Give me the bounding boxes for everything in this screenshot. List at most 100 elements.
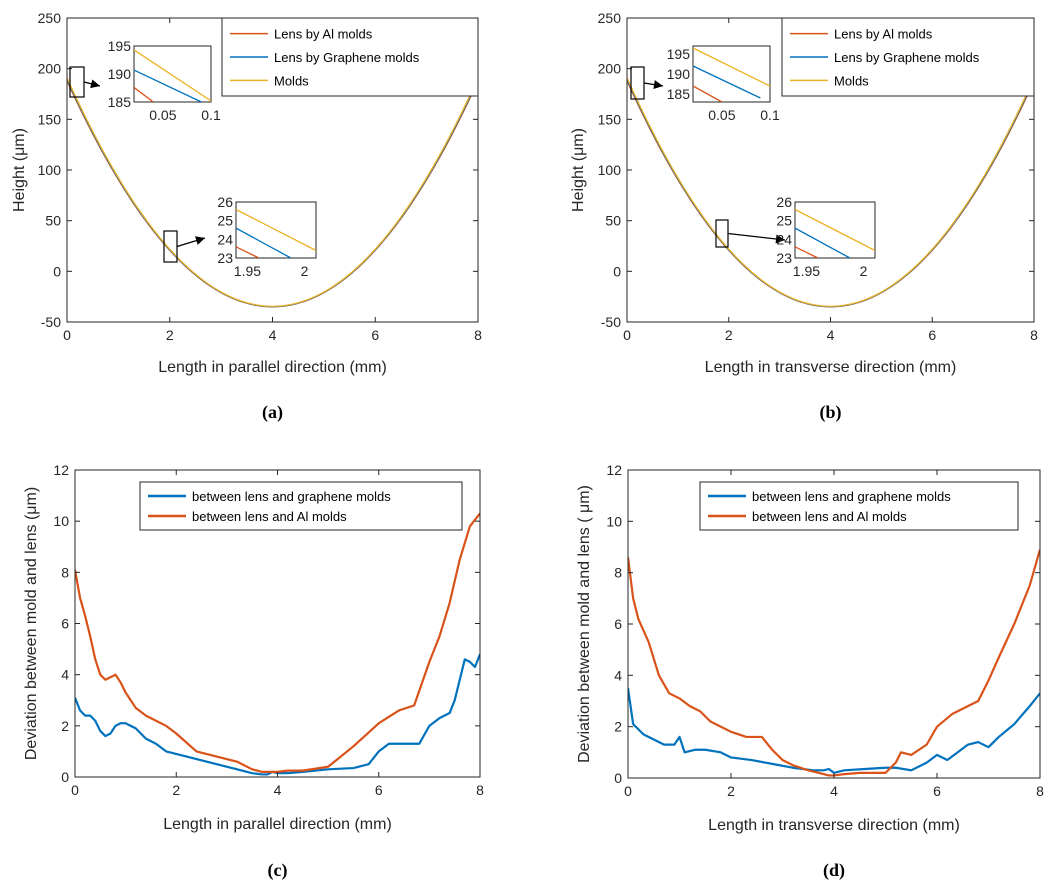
y-tick-label: 150 [598,111,622,127]
y-tick-label: 0 [613,263,621,279]
inset-y-tick-label: 195 [667,46,691,62]
x-tick-label: 4 [269,327,277,343]
series-group [67,77,478,308]
y-tick-label: 8 [61,564,69,580]
y-axis-label: Deviation between mold and lens (μm) [23,487,40,760]
inset-plot: 23 24 25 26 1.95 2 [163,194,317,279]
inset-lines [134,49,211,102]
y-axis-label: Height (μm) [11,128,28,212]
legend-label: between lens and graphene molds [752,489,951,504]
legend: Lens by Al molds Lens by Graphene molds Mo… [781,17,1035,97]
legend-label: Molds [834,73,869,88]
panel-caption: (c) [268,860,288,881]
inset-y-tick-label: 195 [108,38,132,54]
legend: between lens and graphene molds between l… [699,481,1019,531]
series-group [628,549,1040,777]
series-line-2 [75,512,480,773]
x-tick-label: 2 [166,327,174,343]
series-line-1 [75,653,480,776]
x-tick-label: 2 [725,327,733,343]
panel-caption: (a) [262,402,283,423]
x-tick-label: 6 [933,783,941,799]
x-axis-label: Length in transverse direction (mm) [708,817,960,834]
inset-x-tick-label: 0.1 [760,107,780,123]
inset-line-3 [236,208,316,252]
inset-line-2 [236,227,292,258]
legend-label: between lens and graphene molds [192,489,391,504]
inset-y-tick-label: 190 [108,66,132,82]
x-tick-label: 8 [474,327,482,343]
x-tick-label: 6 [375,782,383,798]
x-axis-label: Length in parallel direction (mm) [158,359,387,376]
y-tick-label: 12 [606,462,622,478]
y-tick-label: 10 [606,513,622,529]
panel-caption: (b) [820,402,842,423]
y-tick-label: 4 [614,667,622,683]
inset-line-3 [795,208,875,252]
y-axis-label: Deviation between mold and lens ( μm) [576,485,593,763]
inset-line-1 [795,246,819,258]
y-tick-label: 4 [61,667,69,683]
legend-label: Lens by Graphene molds [274,50,420,65]
y-tick-label: 250 [38,10,62,26]
legend-label: Molds [274,73,309,88]
y-tick-label: 200 [38,61,62,77]
y-tick-label: 6 [61,616,69,632]
y-tick-label: 8 [614,565,622,581]
inset-y-tick-label: 23 [776,250,792,266]
y-tick-label: 0 [61,769,69,785]
inset-x-tick-label: 0.05 [149,107,176,123]
x-tick-label: 4 [274,782,282,798]
inset-lines [236,208,316,258]
inset-x-tick-label: 2 [301,263,309,279]
legend-label: between lens and Al molds [752,509,907,524]
inset-line-2 [795,227,851,258]
y-tick-label: 2 [61,718,69,734]
x-tick-label: 0 [624,783,632,799]
inset-plot: 23 24 25 26 1.95 2 [715,194,876,279]
inset-line-2 [134,69,202,102]
inset-x-tick-label: 0.05 [708,107,735,123]
x-tick-label: 4 [830,783,838,799]
inset-y-tick-label: 26 [776,194,792,210]
x-tick-label: 6 [928,327,936,343]
inset-y-tick-label: 25 [776,213,792,229]
legend-label: between lens and Al molds [192,509,347,524]
legend-label: Lens by Al molds [834,27,933,42]
x-tick-label: 0 [623,327,631,343]
zoom-arrow-head [90,79,100,89]
x-tick-label: 2 [172,782,180,798]
x-axis-label: Length in parallel direction (mm) [163,816,392,833]
legend-label: Lens by Al molds [274,27,373,42]
x-tick-label: 8 [476,782,484,798]
x-tick-label: 8 [1036,783,1044,799]
y-tick-label: 100 [38,162,62,178]
inset-y-tick-label: 185 [108,94,132,110]
inset-lines [693,47,770,102]
y-tick-label: 10 [53,513,69,529]
inset-y-tick-label: 24 [217,231,233,247]
y-tick-label: 100 [598,162,622,178]
inset-line-3 [134,49,211,102]
legend-box [699,481,1019,531]
y-tick-label: 50 [45,213,61,229]
inset-x-tick-label: 1.95 [793,263,820,279]
inset-plot: 185 190 195 0.05 0.1 [630,45,780,123]
y-tick-label: 250 [598,10,622,26]
inset-line-2 [693,65,761,99]
inset-line-1 [693,85,723,102]
zoom-arrow-line [727,232,786,241]
x-tick-label: 2 [727,783,735,799]
inset-x-tick-label: 2 [860,263,868,279]
y-tick-label: 0 [53,263,61,279]
inset-lines [795,208,875,258]
inset-y-tick-label: 23 [217,250,233,266]
x-tick-label: 4 [827,327,835,343]
chart-panel-c: 0 2 4 6 8 0 2 4 6 8 10 12 Length in parallel directi… [23,462,484,881]
x-tick-label: 0 [71,782,79,798]
y-tick-label: 2 [614,719,622,735]
chart-panel-d: 0 2 4 6 8 0 2 4 6 8 10 12 Length in transverse direc… [576,462,1044,881]
